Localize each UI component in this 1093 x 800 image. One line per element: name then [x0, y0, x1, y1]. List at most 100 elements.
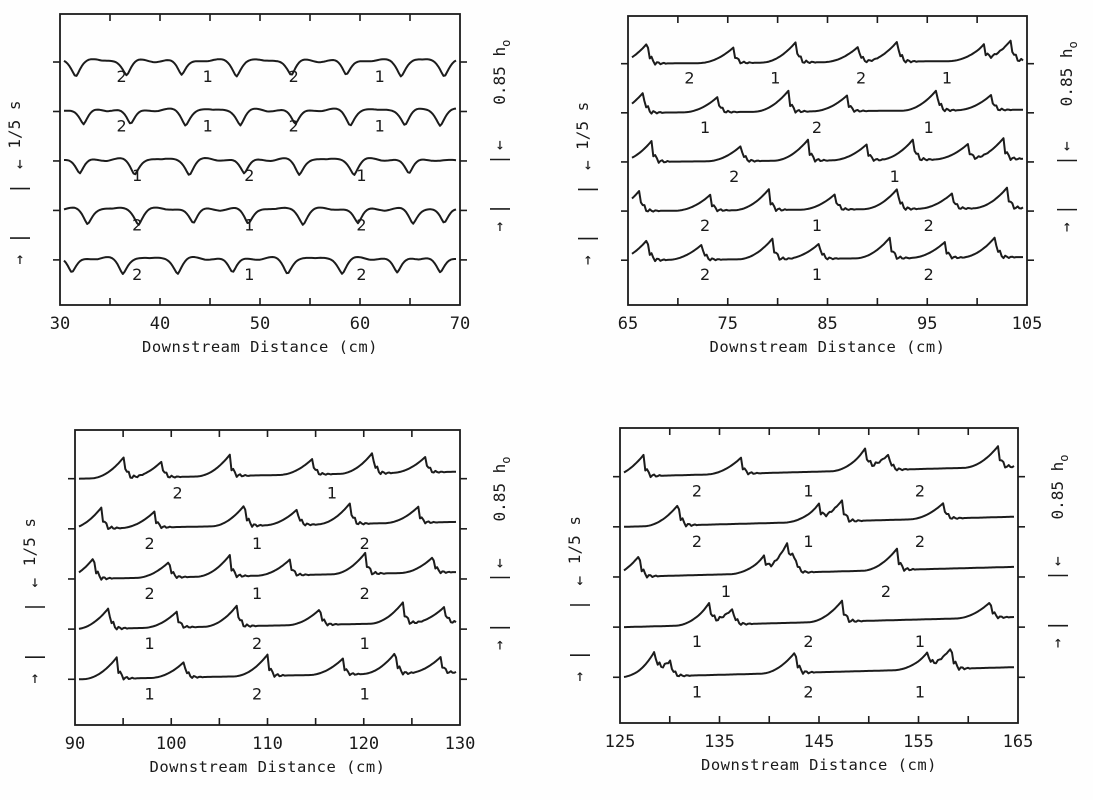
x-tick-label: 60 — [350, 314, 370, 334]
panel-1: 30 40 50 60 70 Downstream Distance (cm) 2 1 2 1 2 1… — [5, 14, 513, 356]
x-tick-label: 30 — [50, 314, 70, 334]
wave-number-label: 1 — [144, 684, 154, 703]
wave-number-label: 2 — [803, 682, 813, 701]
wave-number-label: 2 — [360, 584, 370, 603]
panel-4: 125 135 145 155 165 Downstream Distance (cm) 2… — [565, 428, 1071, 774]
wave-number-label: 1 — [356, 166, 366, 185]
arrow-down-icon: ↓ — [30, 572, 40, 591]
arrow-up-icon: ↑ — [1062, 217, 1072, 236]
wave-number-label: 1 — [915, 632, 925, 651]
wave-number-label: 1 — [721, 582, 731, 601]
x-tick-label: 90 — [65, 734, 85, 754]
arrow-up-icon: ↑ — [1053, 633, 1063, 652]
wave-trace — [632, 41, 1023, 65]
wave-number-label: 1 — [692, 682, 702, 701]
wave-number-label: 2 — [356, 265, 366, 284]
wave-number-label: 2 — [144, 584, 154, 603]
wave-number-label: 1 — [692, 632, 702, 651]
wave-number-label: 1 — [915, 682, 925, 701]
wave-number-label: 1 — [132, 166, 142, 185]
arrow-up-icon: ↑ — [583, 250, 593, 269]
wave-number-label: 2 — [252, 634, 262, 653]
arrow-up-icon: ↑ — [495, 216, 505, 235]
wave-number-label: 2 — [924, 216, 934, 235]
wave-number-label: 2 — [252, 684, 262, 703]
height-scale-label: 0.85 ho — [490, 40, 513, 105]
arrow-down-icon: ↓ — [1053, 551, 1063, 570]
wave-trace — [624, 649, 1014, 677]
x-tick-label: 165 — [1003, 732, 1034, 752]
wave-number-label: 2 — [700, 265, 710, 284]
wave-number-label: 1 — [244, 215, 254, 234]
wave-number-label: 1 — [700, 118, 710, 137]
wave-trace — [79, 654, 456, 680]
x-tick-label: 65 — [618, 314, 638, 334]
wave-number-label: 1 — [375, 67, 385, 86]
wave-number-label: 2 — [812, 118, 822, 137]
wave-number-label: 2 — [856, 69, 866, 88]
panel-2: 65 75 85 95 105 Downstream Distance (cm) 2 1 2 1 1… — [573, 16, 1080, 356]
wave-number-label: 2 — [803, 632, 813, 651]
panel-3: 90 100 110 120 130 Downstream Distance (cm) 2 1… — [20, 430, 513, 776]
x-tick-label: 75 — [718, 314, 738, 334]
x-tick-label: 40 — [150, 314, 170, 334]
arrow-down-icon: ↓ — [495, 135, 505, 154]
wave-number-label: 1 — [924, 118, 934, 137]
wave-number-label: 1 — [803, 482, 813, 501]
wave-number-label: 2 — [915, 532, 925, 551]
wave-trace — [79, 504, 456, 530]
wave-number-label: 1 — [812, 216, 822, 235]
arrow-down-icon: ↓ — [575, 570, 585, 589]
wave-number-label: 2 — [289, 67, 299, 86]
wave-trace — [624, 601, 1014, 627]
arrow-up-icon: ↑ — [575, 666, 585, 685]
wave-number-label: 2 — [692, 532, 702, 551]
wave-trace — [79, 553, 456, 580]
wave-number-label: 1 — [360, 634, 370, 653]
wave-trace — [632, 238, 1023, 261]
wave-trace — [79, 453, 456, 478]
wave-trace — [64, 158, 456, 175]
arrow-down-icon: ↓ — [495, 553, 505, 572]
wave-number-label: 2 — [729, 167, 739, 186]
arrow-down-icon: ↓ — [1062, 136, 1072, 155]
wave-trace — [624, 543, 1014, 577]
wave-number-label: 2 — [684, 69, 694, 88]
wave-number-label: 1 — [942, 69, 952, 88]
wave-trace — [632, 138, 1023, 163]
x-tick-label: 155 — [903, 732, 934, 752]
wave-trace — [64, 257, 456, 274]
wave-number-label: 1 — [890, 167, 900, 186]
wave-number-label: 1 — [770, 69, 780, 88]
x-tick-label: 135 — [704, 732, 735, 752]
x-axis-label: Downstream Distance (cm) — [701, 756, 937, 774]
arrow-up-icon: ↑ — [495, 635, 505, 654]
time-scale-label: 1/5 s — [20, 518, 39, 566]
wave-number-label: 1 — [327, 484, 337, 503]
time-scale-label: 1/5 s — [5, 100, 24, 148]
x-tick-label: 145 — [804, 732, 835, 752]
wave-number-label: 1 — [360, 684, 370, 703]
wave-number-label: 2 — [700, 216, 710, 235]
wave-trace — [632, 188, 1023, 212]
wave-trace — [64, 208, 456, 225]
x-tick-label: 100 — [156, 734, 187, 754]
wave-number-label: 2 — [117, 67, 127, 86]
height-scale-subscript: o — [499, 40, 513, 47]
x-tick-label: 85 — [817, 314, 837, 334]
height-scale-subscript: o — [499, 456, 513, 463]
height-scale-subscript: o — [1057, 454, 1071, 461]
x-tick-label: 105 — [1012, 314, 1043, 334]
wave-trace — [79, 602, 456, 629]
wave-number-label: 1 — [252, 584, 262, 603]
time-scale-label: 1/5 s — [565, 516, 584, 564]
wave-trace — [624, 446, 1014, 477]
wave-trace — [632, 91, 1023, 114]
arrow-up-icon: ↑ — [30, 668, 40, 687]
x-axis-label: Downstream Distance (cm) — [710, 338, 946, 356]
wave-number-label: 2 — [132, 215, 142, 234]
x-axis-label: Downstream Distance (cm) — [150, 758, 386, 776]
wave-number-label: 2 — [144, 534, 154, 553]
height-scale-label: 0.85 ho — [1048, 454, 1071, 519]
